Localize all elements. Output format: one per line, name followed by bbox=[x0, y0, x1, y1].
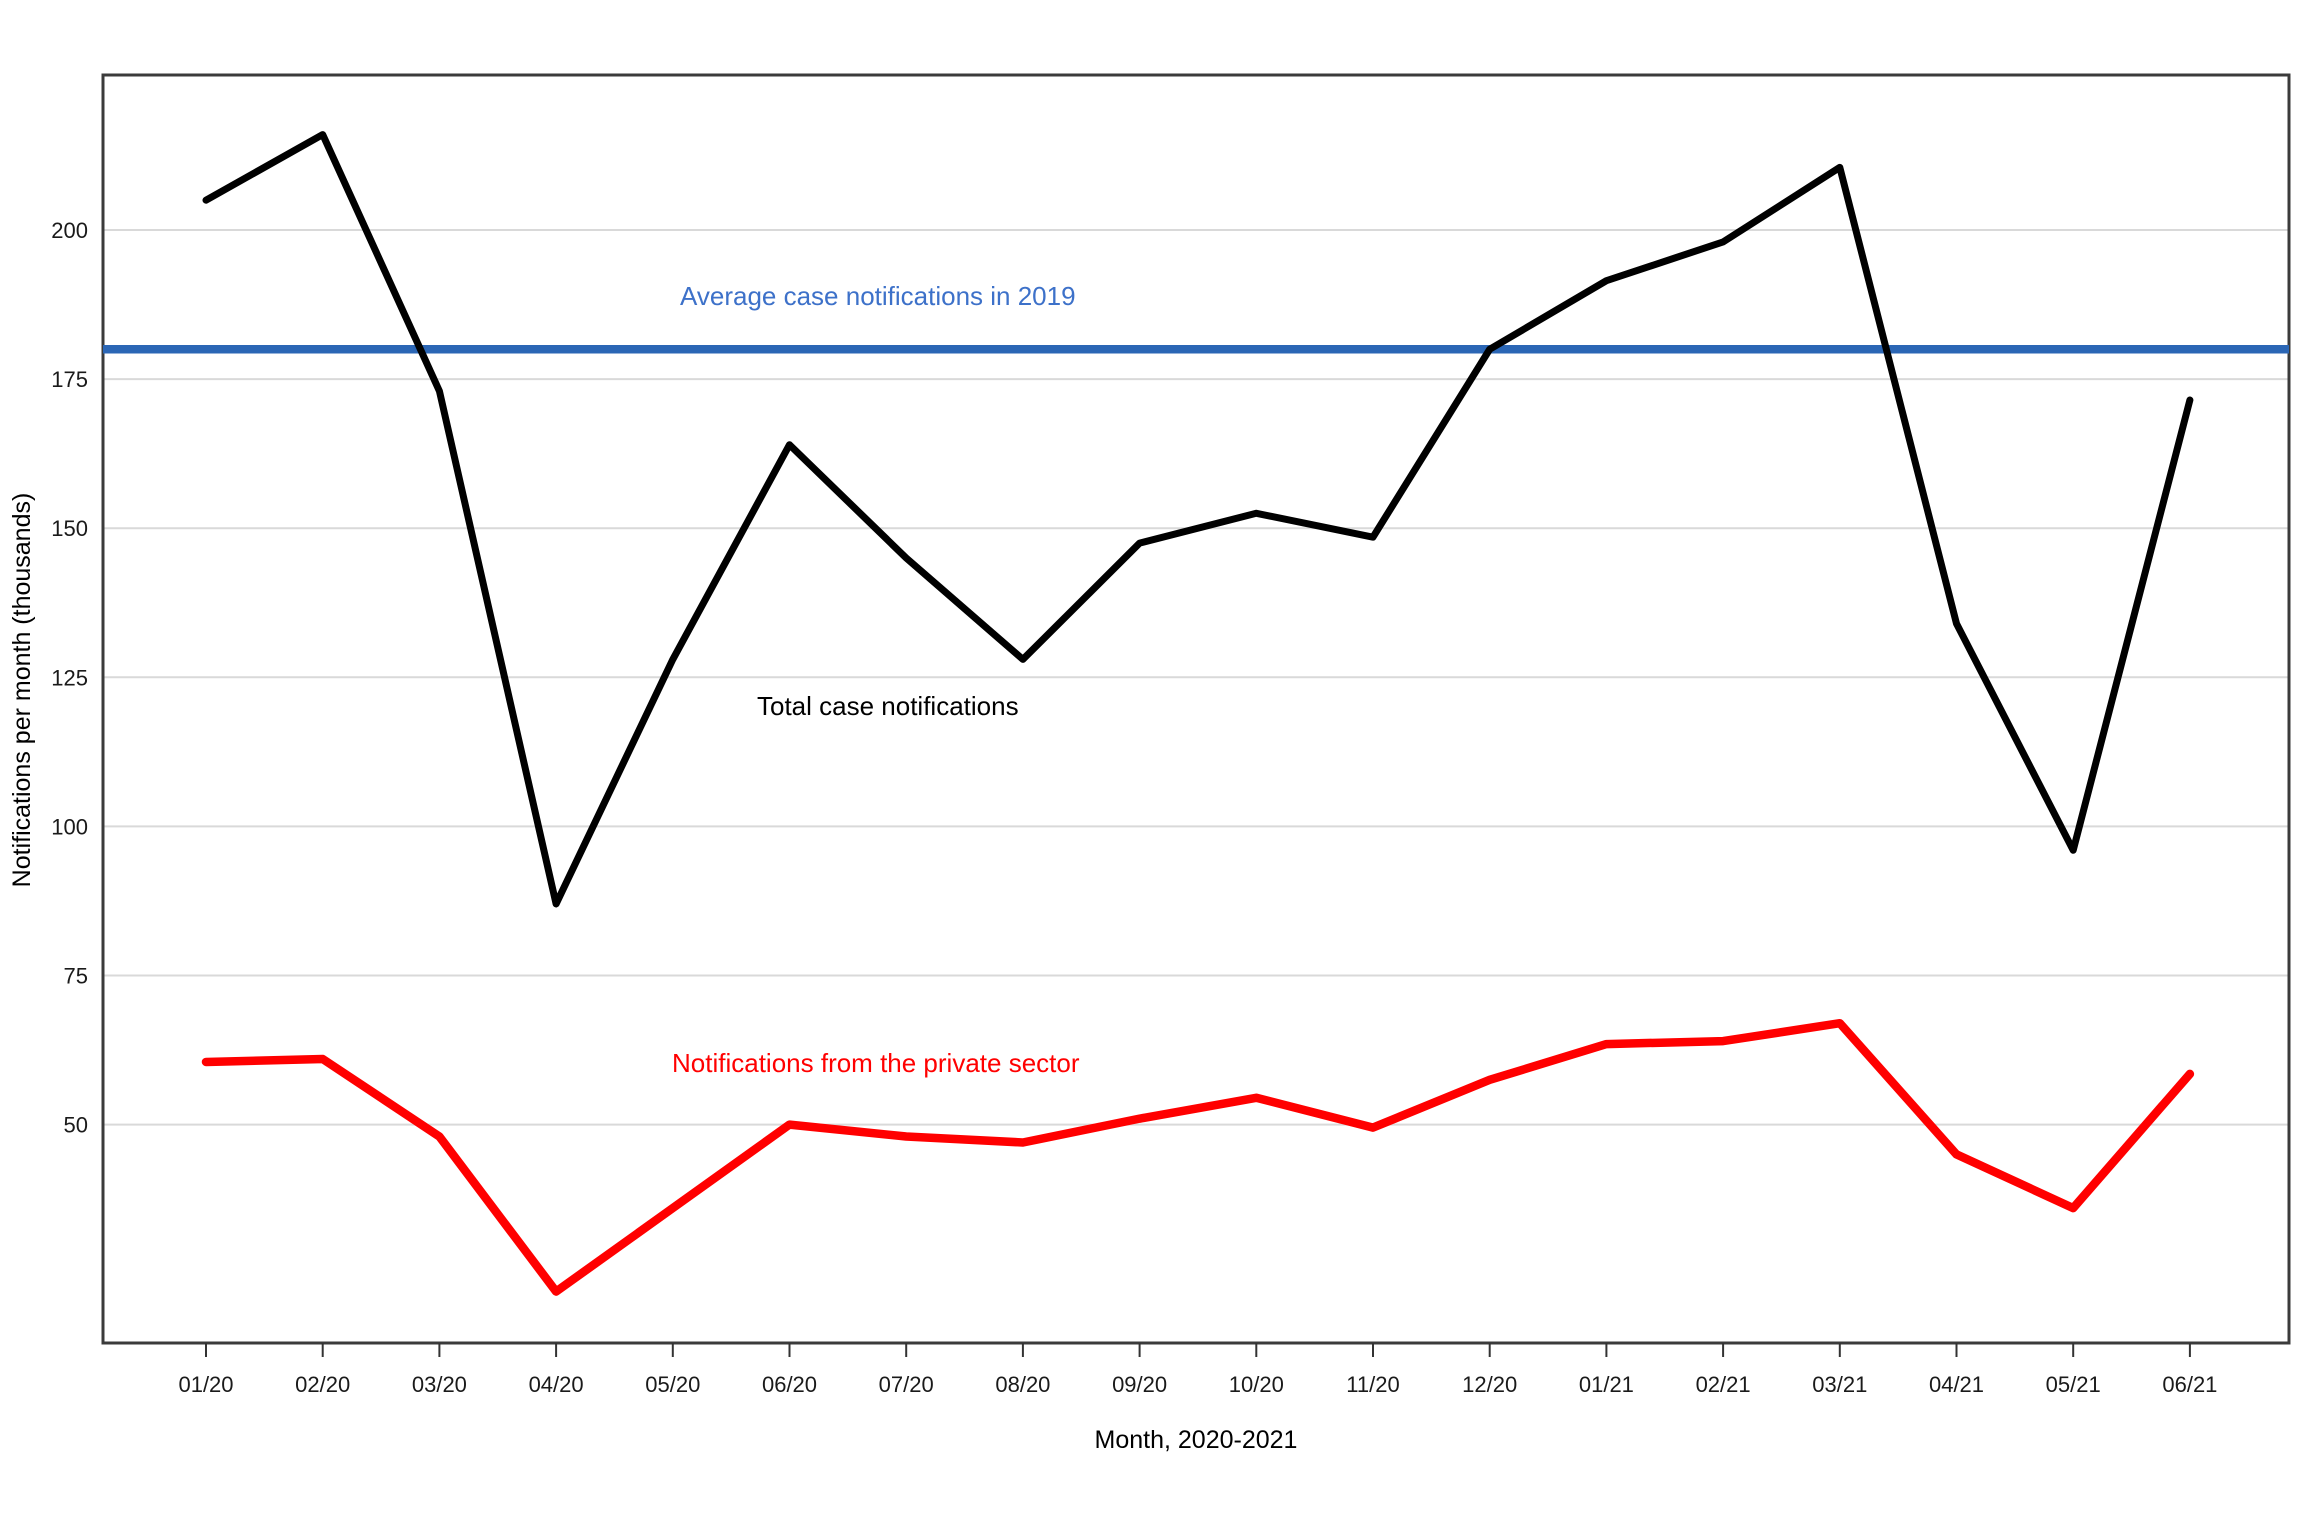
x-tick-label: 03/20 bbox=[412, 1372, 467, 1397]
x-tick-label: 12/20 bbox=[1462, 1372, 1517, 1397]
reference-line-label: Average case notifications in 2019 bbox=[680, 281, 1076, 311]
total-series-label: Total case notifications bbox=[757, 691, 1019, 721]
x-tick-label: 05/21 bbox=[2046, 1372, 2101, 1397]
x-tick-label: 06/20 bbox=[762, 1372, 817, 1397]
x-tick-label: 04/20 bbox=[529, 1372, 584, 1397]
y-tick-label: 100 bbox=[51, 814, 88, 839]
y-tick-label: 125 bbox=[51, 665, 88, 690]
x-tick-label: 04/21 bbox=[1929, 1372, 1984, 1397]
x-tick-label: 05/20 bbox=[645, 1372, 700, 1397]
x-tick-label: 07/20 bbox=[879, 1372, 934, 1397]
x-tick-label: 06/21 bbox=[2162, 1372, 2217, 1397]
private-sector-series-label: Notifications from the private sector bbox=[672, 1048, 1080, 1078]
y-tick-label: 200 bbox=[51, 218, 88, 243]
x-tick-label: 01/20 bbox=[178, 1372, 233, 1397]
x-tick-label: 03/21 bbox=[1812, 1372, 1867, 1397]
y-axis-title: Notifications per month (thousands) bbox=[8, 493, 36, 888]
total-case-notifications-line bbox=[202, 131, 2194, 908]
y-tick-label: 50 bbox=[64, 1113, 88, 1138]
x-tick-label: 10/20 bbox=[1229, 1372, 1284, 1397]
x-axis-title: Month, 2020-2021 bbox=[1095, 1426, 1298, 1454]
plot-border bbox=[101, 73, 2291, 1345]
x-tick-label: 11/20 bbox=[1346, 1372, 1399, 1397]
private-sector-line bbox=[201, 1018, 2195, 1296]
x-tick-label: 09/20 bbox=[1112, 1372, 1167, 1397]
x-tick-label: 02/20 bbox=[295, 1372, 350, 1397]
y-tick-label: 150 bbox=[51, 516, 88, 541]
x-tick-label: 08/20 bbox=[995, 1372, 1050, 1397]
x-tick-label: 01/21 bbox=[1579, 1372, 1634, 1397]
y-tick-label: 75 bbox=[64, 964, 88, 989]
x-tick-label: 02/21 bbox=[1696, 1372, 1751, 1397]
y-tick-label: 175 bbox=[51, 367, 88, 392]
